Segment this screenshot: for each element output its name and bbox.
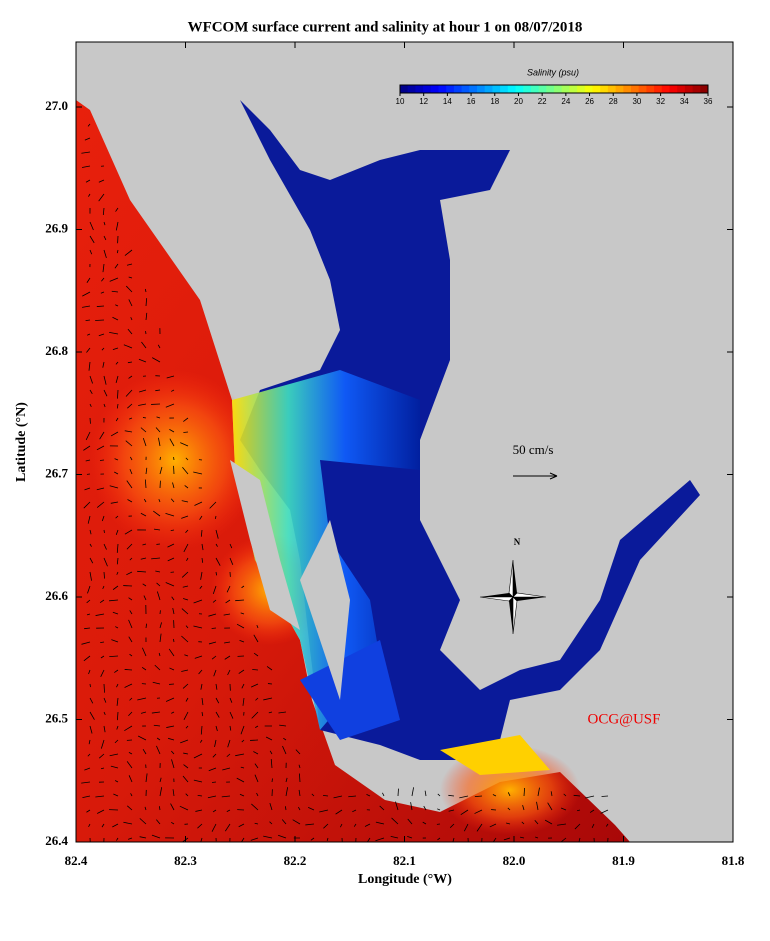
colorbar-segment xyxy=(439,85,447,93)
colorbar-segment xyxy=(554,85,562,93)
colorbar-segment xyxy=(600,85,608,93)
colorbar-tick-label: 18 xyxy=(490,97,499,106)
x-axis-label: Longitude (°W) xyxy=(358,872,452,887)
colorbar-segment xyxy=(562,85,570,93)
colorbar-tick-label: 14 xyxy=(443,97,452,106)
colorbar-segment xyxy=(585,85,593,93)
colorbar-tick-label: 12 xyxy=(419,97,428,106)
colorbar-tick-label: 16 xyxy=(467,97,476,106)
vector xyxy=(104,572,105,579)
colorbar-segment xyxy=(539,85,547,93)
vector xyxy=(143,417,146,418)
colorbar-segment xyxy=(670,85,678,93)
vector xyxy=(100,460,104,461)
colorbar-tick-label: 28 xyxy=(609,97,618,106)
colorbar-segment xyxy=(423,85,431,93)
colorbar-segment xyxy=(546,85,554,93)
colorbar-segment xyxy=(446,85,454,93)
y-axis-label: Latitude (°N) xyxy=(14,402,29,482)
vector xyxy=(117,390,118,399)
colorbar-segment xyxy=(569,85,577,93)
x-tick-label: 81.8 xyxy=(722,853,745,868)
colorbar-segment xyxy=(454,85,462,93)
colorbar-tick-label: 30 xyxy=(632,97,641,106)
colorbar-segment xyxy=(469,85,477,93)
colorbar-segment xyxy=(593,85,601,93)
x-tick-label: 82.4 xyxy=(65,853,88,868)
x-tick-label: 82.1 xyxy=(393,853,416,868)
scale-label: 50 cm/s xyxy=(513,442,554,457)
vector xyxy=(125,669,132,670)
y-tick-label: 26.9 xyxy=(45,220,68,235)
vector xyxy=(212,628,216,629)
colorbar-segment xyxy=(485,85,493,93)
colorbar-tick-label: 26 xyxy=(585,97,594,106)
colorbar-segment xyxy=(577,85,585,93)
colorbar-segment xyxy=(508,85,516,93)
y-tick-label: 26.4 xyxy=(45,833,68,848)
colorbar-tick-label: 36 xyxy=(704,97,713,106)
y-tick-label: 27.0 xyxy=(45,98,68,113)
colorbar-segment xyxy=(492,85,500,93)
x-tick-label: 82.2 xyxy=(284,853,307,868)
vector xyxy=(212,782,216,783)
colorbar-segment xyxy=(662,85,670,93)
colorbar-tick-label: 34 xyxy=(680,97,689,106)
colorbar-segment xyxy=(631,85,639,93)
credit: OCG@USF xyxy=(587,711,660,727)
colorbar-segment xyxy=(462,85,470,93)
colorbar-segment xyxy=(700,85,708,93)
vector xyxy=(160,457,161,460)
vector xyxy=(602,796,608,797)
colorbar-segment xyxy=(616,85,624,93)
x-tick-label: 82.0 xyxy=(503,853,526,868)
colorbar-segment xyxy=(400,85,408,93)
colorbar-segment xyxy=(516,85,524,93)
colorbar-segment xyxy=(685,85,693,93)
colorbar-segment xyxy=(415,85,423,93)
vector xyxy=(104,684,105,693)
colorbar-tick-label: 24 xyxy=(561,97,570,106)
y-tick-label: 26.7 xyxy=(45,465,68,480)
colorbar-segment xyxy=(639,85,647,93)
y-tick-label: 26.8 xyxy=(45,343,68,358)
title: WFCOM surface current and salinity at ho… xyxy=(188,19,583,35)
colorbar-segment xyxy=(408,85,416,93)
colorbar-segment xyxy=(431,85,439,93)
colorbar-tick-label: 32 xyxy=(656,97,665,106)
plume xyxy=(90,370,260,550)
y-tick-label: 26.5 xyxy=(45,710,68,725)
x-tick-label: 81.9 xyxy=(612,853,635,868)
colorbar-segment xyxy=(677,85,685,93)
colorbar-segment xyxy=(500,85,508,93)
colorbar-segment xyxy=(654,85,662,93)
colorbar-title: Salinity (psu) xyxy=(527,67,579,77)
colorbar-tick-label: 20 xyxy=(514,97,523,106)
vector xyxy=(252,669,258,670)
colorbar-segment xyxy=(623,85,631,93)
vector xyxy=(183,432,188,433)
vector xyxy=(97,306,104,307)
compass-label: N xyxy=(514,537,521,547)
y-tick-label: 26.6 xyxy=(45,588,68,603)
colorbar-segment xyxy=(693,85,701,93)
colorbar-segment xyxy=(531,85,539,93)
colorbar-tick-label: 10 xyxy=(396,97,405,106)
x-tick-label: 82.3 xyxy=(174,853,197,868)
colorbar-segment xyxy=(477,85,485,93)
colorbar-segment xyxy=(646,85,654,93)
colorbar-segment xyxy=(523,85,531,93)
colorbar-tick-label: 22 xyxy=(538,97,547,106)
colorbar-segment xyxy=(608,85,616,93)
